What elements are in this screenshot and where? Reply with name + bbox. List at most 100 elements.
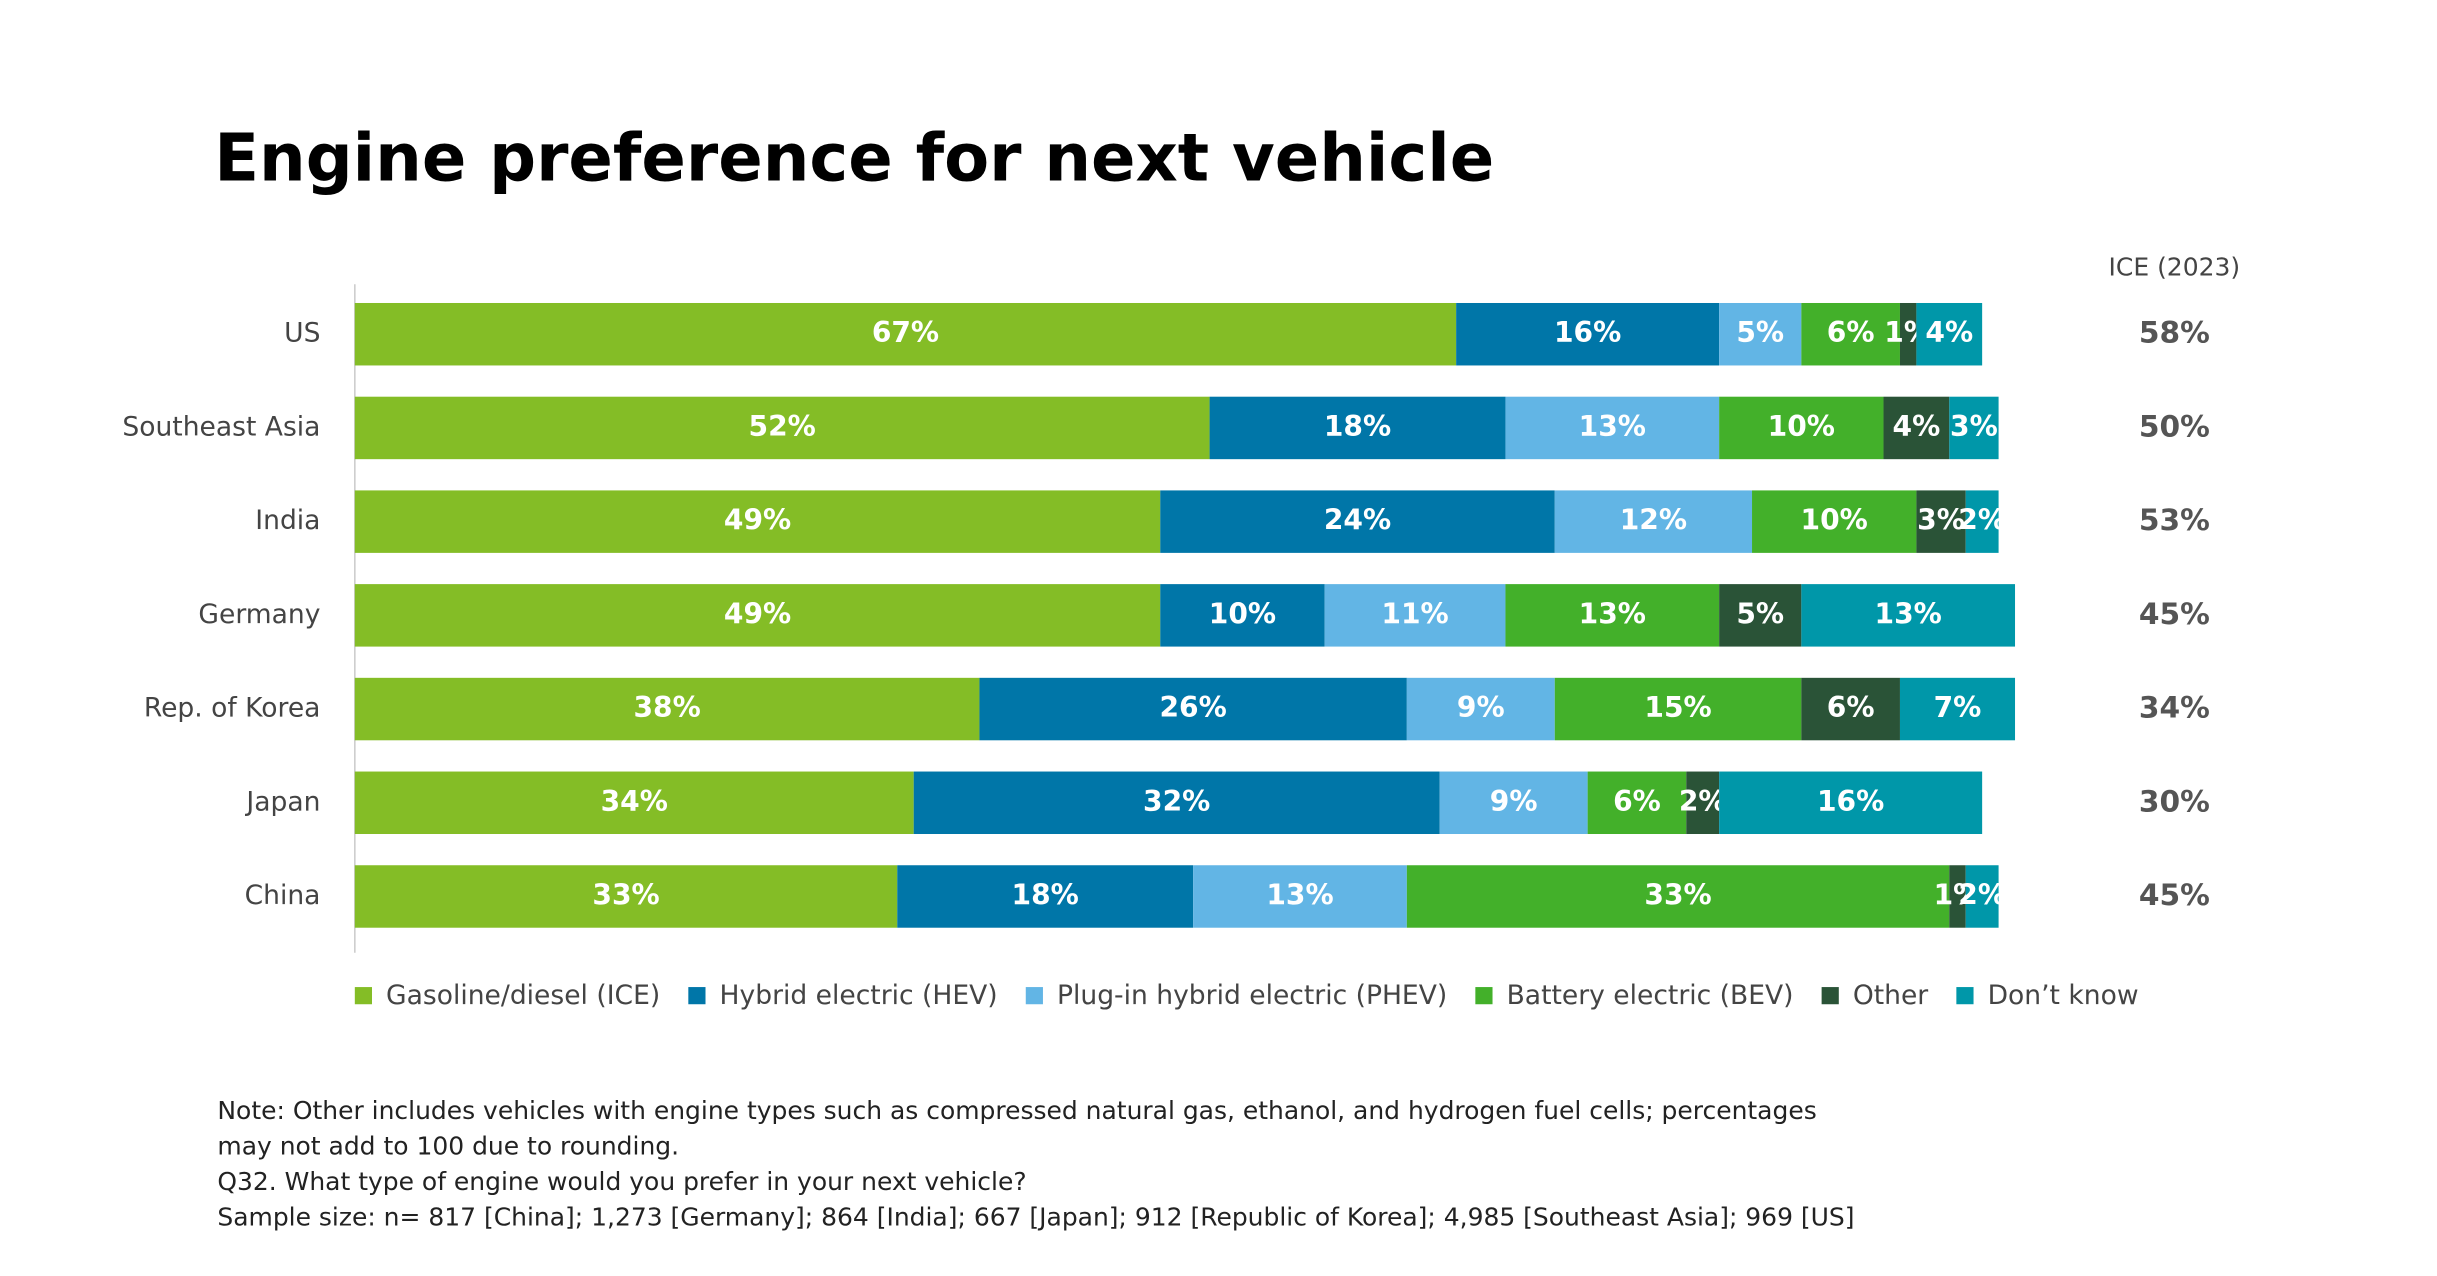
value-label: 24%: [1324, 504, 1391, 537]
value-label: 10%: [1801, 504, 1868, 537]
value-label: 32%: [1143, 785, 1210, 818]
bar-segment: [1801, 302, 1900, 366]
side-value: 50%: [2139, 408, 2210, 443]
value-label: 5%: [1736, 316, 1784, 349]
value-label: 49%: [724, 597, 791, 630]
value-label: 67%: [872, 316, 939, 349]
bar-segment: [1801, 677, 1900, 741]
value-label: 6%: [1613, 785, 1661, 818]
bar-segment: [1965, 865, 1999, 928]
bar-segment: [354, 865, 898, 928]
legend-label: Gasoline/diesel (ICE): [386, 980, 660, 1011]
bar-segment: [354, 302, 1457, 366]
bar-segment: [897, 865, 1194, 928]
value-label: 10%: [1209, 597, 1276, 630]
bar-segment: [1899, 677, 2016, 741]
bar-segment: [1406, 865, 1950, 928]
side-value: 45%: [2139, 596, 2210, 631]
bar-segment: [1587, 771, 1687, 835]
value-label: 12%: [1620, 504, 1687, 537]
value-label: 33%: [592, 878, 659, 911]
value-label: 3%: [1917, 504, 1965, 537]
bar-segment: [1406, 677, 1555, 741]
bar-segment: [1554, 677, 1802, 741]
legend-label: Don’t know: [1988, 980, 2139, 1011]
bar-segment: [979, 677, 1407, 741]
category-label: China: [245, 880, 321, 911]
bar-segment: [1949, 396, 1999, 460]
bar-segment: [354, 396, 1210, 460]
category-label: US: [284, 318, 320, 349]
value-label: 13%: [1579, 597, 1646, 630]
value-label: 13%: [1579, 410, 1646, 443]
value-label: 3%: [1950, 410, 1998, 443]
side-value: 45%: [2139, 877, 2210, 912]
value-label: 49%: [724, 504, 791, 537]
bar-segment: [1719, 302, 1802, 366]
side-value: 30%: [2139, 783, 2210, 818]
value-label: 6%: [1827, 316, 1875, 349]
bar-segment: [1160, 490, 1555, 553]
chart-title: Engine preference for next vehicle: [214, 120, 1494, 196]
category-label: Germany: [198, 599, 320, 630]
bar-segment: [354, 490, 1161, 553]
category-label: Japan: [244, 786, 320, 817]
bar-segment: [1324, 584, 1506, 647]
bar-segment: [1719, 396, 1884, 460]
side-value: 53%: [2139, 502, 2210, 537]
value-label: 2%: [1679, 785, 1727, 818]
value-label: 10%: [1768, 410, 1835, 443]
bar-segment: [1752, 490, 1917, 553]
bar-segment: [1801, 584, 2016, 647]
legend-label: Plug-in hybrid electric (PHEV): [1057, 980, 1447, 1011]
value-label: 34%: [601, 785, 668, 818]
legend-swatch: [1025, 987, 1043, 1005]
value-label: 18%: [1012, 878, 1079, 911]
bar-segment: [1719, 584, 1802, 647]
bar-segment: [354, 584, 1161, 647]
bar-segment: [1899, 302, 1917, 366]
side-value: 34%: [2139, 690, 2210, 725]
category-label: Rep. of Korea: [144, 693, 321, 724]
note: Q32. What type of engine would you prefe…: [217, 1167, 1026, 1196]
bar-segment: [1209, 396, 1506, 460]
note: Note: Other includes vehicles with engin…: [217, 1096, 1816, 1125]
value-label: 13%: [1875, 597, 1942, 630]
legend-label: Hybrid electric (HEV): [720, 980, 998, 1011]
bar-segment: [1439, 771, 1588, 835]
legend-swatch: [1475, 987, 1493, 1005]
value-label: 9%: [1490, 785, 1538, 818]
value-label: 2%: [1958, 878, 2006, 911]
value-label: 26%: [1159, 691, 1226, 724]
side-value: 58%: [2139, 315, 2210, 350]
value-label: 7%: [1934, 691, 1982, 724]
bar-segment: [1505, 396, 1720, 460]
legend-swatch: [354, 987, 372, 1005]
value-label: 18%: [1324, 410, 1391, 443]
bar-segment: [1160, 584, 1325, 647]
legend-label: Other: [1853, 980, 1928, 1011]
value-label: 4%: [1925, 316, 1973, 349]
bar-segment: [1949, 865, 1966, 928]
bar-segment: [354, 771, 914, 835]
note: may not add to 100 due to rounding.: [217, 1131, 679, 1160]
value-label: 13%: [1266, 878, 1333, 911]
value-label: 52%: [749, 410, 816, 443]
bar-segment: [1456, 302, 1720, 366]
category-label: Southeast Asia: [122, 411, 320, 442]
note: Sample size: n= 817 [China]; 1,273 [Germ…: [217, 1202, 1854, 1231]
bar-segment: [1554, 490, 1753, 553]
value-label: 4%: [1893, 410, 1941, 443]
legend-swatch: [1821, 987, 1839, 1005]
value-label: 16%: [1817, 785, 1884, 818]
legend-swatch: [1956, 987, 1974, 1005]
bar-segment: [354, 677, 980, 741]
legend-label: Battery electric (BEV): [1507, 980, 1794, 1011]
bar-segment: [913, 771, 1440, 835]
bar-segment: [1719, 771, 1983, 835]
value-label: 9%: [1457, 691, 1505, 724]
value-label: 11%: [1381, 597, 1448, 630]
bar-segment: [1965, 490, 1999, 553]
side-header: ICE (2023): [2109, 253, 2241, 282]
